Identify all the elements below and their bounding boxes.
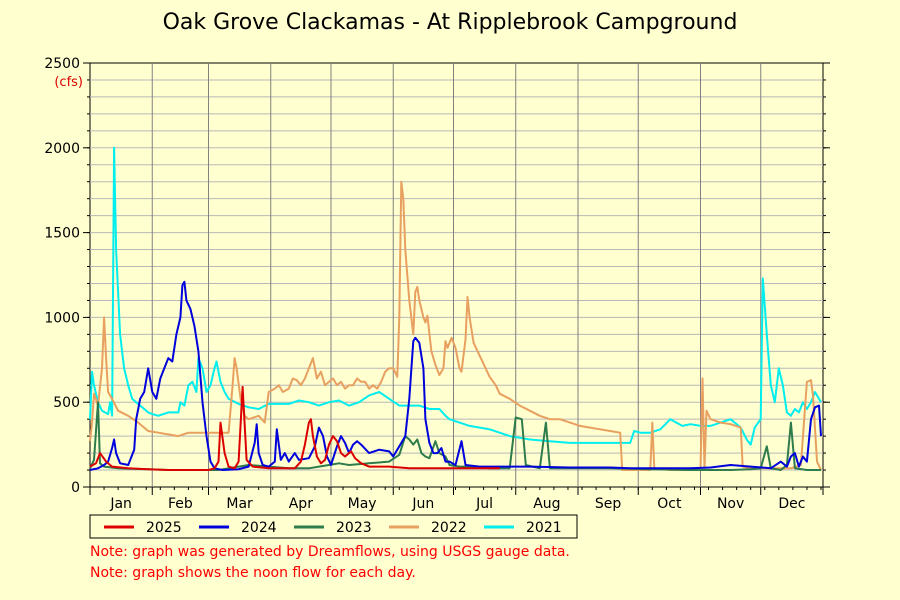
x-tick-label: Sep <box>595 496 622 512</box>
series-line-2023 <box>89 401 821 471</box>
y-tick-label: 2500 <box>44 56 80 72</box>
legend-label-2021: 2021 <box>526 520 562 536</box>
x-tick-label: Mar <box>226 496 253 512</box>
x-tick-label: May <box>348 496 377 512</box>
legend-box <box>89 514 578 539</box>
x-tick-label: Jan <box>109 496 132 512</box>
y-axis-unit-label: (cfs) <box>54 75 83 90</box>
legend-label-2023: 2023 <box>336 520 372 536</box>
x-tick-label: Oct <box>657 496 682 512</box>
x-tick-label: Dec <box>778 496 805 512</box>
legend-label-2024: 2024 <box>241 520 277 536</box>
legend-label-2025: 2025 <box>146 520 182 536</box>
series-line-2021 <box>89 146 822 446</box>
x-tick-label: Nov <box>717 496 744 512</box>
y-tick-label: 0 <box>71 480 80 496</box>
series-line-2025 <box>89 385 500 471</box>
x-tick-label: Apr <box>289 496 313 512</box>
plot-area <box>89 62 824 488</box>
legend-label-2022: 2022 <box>431 520 467 536</box>
legend: 2025 2024 2023 2022 2021 <box>89 514 578 539</box>
series-line-2022 <box>89 180 822 471</box>
y-tick-label: 2000 <box>44 141 80 157</box>
x-tick-label: Jul <box>475 496 493 512</box>
chart-title: Oak Grove Clackamas - At Ripplebrook Cam… <box>162 10 738 35</box>
series-line-2024 <box>89 280 822 471</box>
x-axis: Jan Feb Mar Apr May Jun Jul Aug Sep Oct Nov Dec <box>89 487 824 512</box>
note-source: Note: graph was generated by Dreamflows,… <box>90 544 570 560</box>
x-tick-label: Feb <box>168 496 193 512</box>
series-lines <box>89 146 822 471</box>
y-tick-label: 500 <box>53 395 80 411</box>
y-axis: 0 500 1000 1500 2000 2500 (cfs) <box>44 56 830 496</box>
x-tick-label: Jun <box>411 496 434 512</box>
note-noon-flow: Note: graph shows the noon flow for each… <box>90 565 416 581</box>
x-tick-label: Aug <box>533 496 560 512</box>
y-tick-label: 1500 <box>44 226 80 242</box>
y-tick-label: 1000 <box>44 310 80 326</box>
